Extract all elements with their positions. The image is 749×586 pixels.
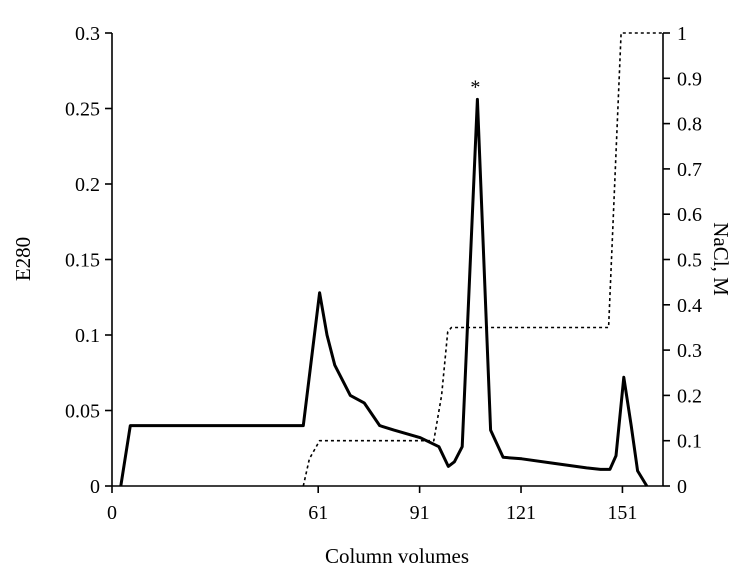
right-y-tick-label: 0.2: [677, 385, 702, 407]
right-y-tick-label: 0.5: [677, 250, 702, 272]
right-y-axis-title: NaCl, M: [709, 222, 733, 296]
right-y-tick-label: 0.6: [677, 204, 702, 226]
right-y-tick-label: 0: [677, 476, 687, 498]
x-tick-label: 91: [410, 502, 430, 524]
left-y-tick-label: 0.3: [75, 23, 100, 45]
peak-annotation: *: [470, 76, 480, 98]
right-y-tick-label: 0.7: [677, 159, 702, 181]
right-y-tick-label: 0.9: [677, 68, 702, 90]
x-tick-label: 0: [107, 502, 117, 524]
left-y-tick-label: 0.1: [75, 325, 100, 347]
right-y-tick-label: 0.1: [677, 431, 702, 453]
x-tick-label: 151: [607, 502, 637, 524]
left-y-tick-label: 0.2: [75, 174, 100, 196]
x-axis-title: Column volumes: [325, 544, 469, 568]
left-y-tick-label: 0.05: [65, 401, 100, 423]
x-tick-label: 61: [308, 502, 328, 524]
right-y-tick-label: 0.4: [677, 295, 702, 317]
left-y-tick-label: 0.25: [65, 99, 100, 121]
nacl-gradient-line: [302, 32, 663, 487]
absorbance-line: [119, 97, 649, 487]
plot-area: *: [119, 32, 663, 487]
x-tick-label: 121: [506, 502, 536, 524]
left-y-tick-label: 0: [90, 476, 100, 498]
left-y-axis-title: E280: [11, 237, 35, 281]
left-y-tick-label: 0.15: [65, 250, 100, 272]
axes: 0 61 91 121 151 0 0.05 0.1 0.15 0.2 0.25 0.3 0 0.1 0.2…: [65, 23, 702, 524]
right-y-tick-label: 0.8: [677, 114, 702, 136]
right-y-tick-label: 1: [677, 23, 687, 45]
right-y-tick-label: 0.3: [677, 340, 702, 362]
